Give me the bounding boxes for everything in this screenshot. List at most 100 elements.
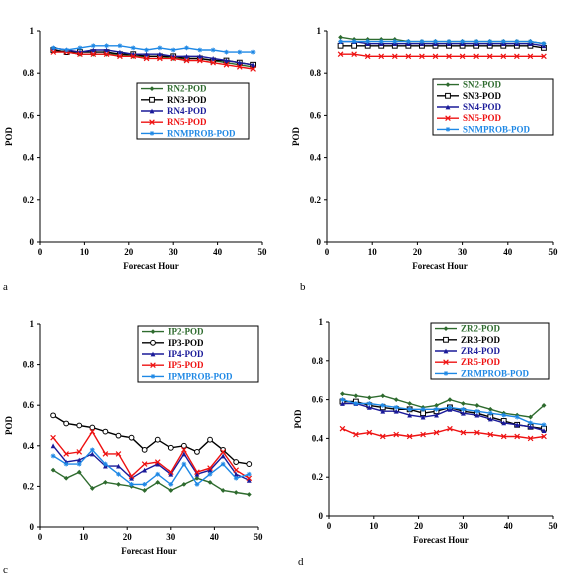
data-point — [487, 39, 493, 44]
data-point — [197, 57, 203, 64]
data-point — [141, 446, 148, 453]
data-point — [50, 412, 56, 419]
y-tick-label: 0.2 — [310, 195, 322, 205]
series-line — [53, 47, 254, 66]
legend-swatch-marker — [150, 351, 156, 357]
legend-label: SNMPROB-POD — [463, 124, 530, 134]
data-point — [50, 453, 56, 459]
x-tick-label: 30 — [169, 247, 179, 257]
data-point — [181, 461, 187, 467]
y-tick-label: 0.6 — [310, 110, 322, 120]
data-point — [210, 59, 216, 66]
legend-swatch-marker — [443, 326, 449, 331]
data-point — [405, 39, 411, 44]
x-tick-label: 0 — [38, 247, 43, 257]
x-tick-label: 10 — [79, 532, 89, 542]
series-line — [53, 51, 254, 70]
data-point — [405, 53, 412, 60]
data-point — [170, 47, 176, 53]
data-point — [246, 461, 253, 467]
series-IP5-POD — [50, 428, 253, 482]
x-tick-label: 40 — [210, 532, 220, 542]
data-point — [420, 406, 426, 412]
data-point — [380, 403, 386, 408]
data-point — [63, 420, 70, 427]
data-point — [181, 447, 187, 453]
data-point — [128, 473, 135, 480]
legend-swatch-marker — [445, 127, 451, 132]
data-point — [340, 401, 345, 406]
data-point — [500, 53, 507, 60]
data-point — [380, 393, 386, 399]
data-point — [379, 433, 386, 440]
data-point — [130, 53, 137, 60]
data-point — [157, 55, 163, 62]
data-point — [207, 471, 213, 477]
data-point — [63, 461, 69, 467]
legend-label: RN3-POD — [167, 95, 207, 105]
data-point — [236, 64, 243, 70]
data-point — [194, 448, 200, 455]
data-point — [184, 53, 189, 59]
data-point — [117, 53, 123, 60]
data-point — [528, 420, 533, 426]
data-point — [366, 429, 373, 436]
data-point — [406, 433, 413, 440]
x-tick-label: 0 — [325, 247, 330, 257]
data-point — [50, 434, 56, 441]
legend-box — [430, 322, 550, 380]
y-tick-label: 0.2 — [23, 195, 35, 205]
data-point — [351, 42, 358, 49]
x-axis-title: Forecast Hour — [413, 535, 469, 545]
data-point — [514, 433, 520, 440]
data-point — [246, 475, 253, 482]
data-point — [366, 401, 372, 406]
data-point — [541, 433, 547, 440]
y-tick-label: 0.8 — [312, 356, 324, 366]
data-point — [392, 39, 398, 44]
legend-swatch-marker — [149, 96, 155, 103]
data-point — [420, 431, 426, 438]
y-axis-title: POD — [291, 127, 301, 146]
data-point — [143, 55, 150, 62]
data-point — [378, 53, 385, 60]
x-tick-label: 10 — [369, 521, 379, 531]
data-point — [500, 39, 506, 44]
legend-label: ZR4-POD — [461, 346, 500, 356]
legend-swatch-marker — [149, 131, 155, 136]
data-point — [89, 424, 96, 431]
data-point — [220, 461, 226, 467]
data-point — [207, 465, 213, 471]
legend-label: SN5-POD — [463, 113, 502, 123]
data-point — [473, 39, 479, 44]
data-point — [220, 488, 226, 493]
legend-label: ZR2-POD — [461, 324, 500, 334]
legend-swatch-marker — [443, 371, 449, 376]
data-point — [224, 58, 229, 63]
legend-swatch-marker — [443, 359, 449, 366]
data-point — [500, 433, 507, 440]
legend-label: IP2-POD — [168, 327, 204, 337]
data-point — [104, 43, 109, 49]
series-line — [340, 40, 545, 45]
data-point — [527, 53, 534, 60]
data-point — [487, 406, 493, 412]
y-tick-label: 1 — [30, 319, 35, 329]
data-point — [340, 391, 345, 397]
data-point — [339, 425, 346, 432]
data-point — [420, 414, 426, 420]
series-line — [340, 36, 545, 45]
data-point — [541, 53, 547, 60]
legend-label: SN2-POD — [463, 80, 502, 90]
data-point — [393, 431, 400, 438]
legend-swatch-marker — [149, 108, 155, 114]
series-SN3-POD — [337, 42, 547, 51]
data-point — [157, 45, 163, 51]
data-point — [434, 403, 439, 408]
data-point — [380, 408, 386, 414]
data-point — [419, 53, 425, 60]
data-point — [250, 62, 256, 68]
